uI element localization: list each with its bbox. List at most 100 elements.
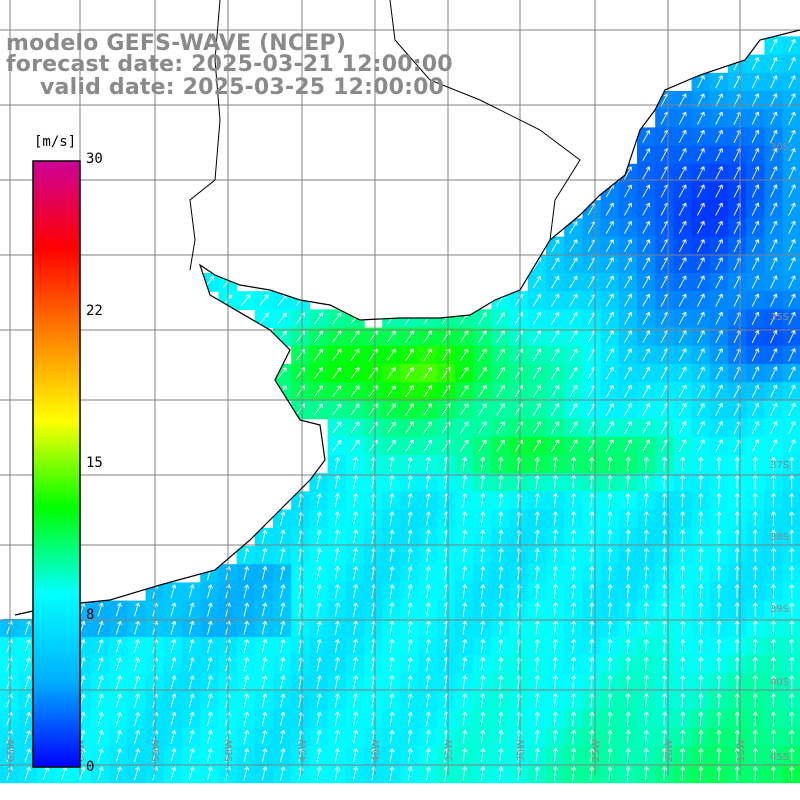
wind-arrow (678, 166, 687, 180)
wind-arrow (188, 584, 195, 599)
wind-arrow (389, 511, 395, 526)
wind-arrow (643, 456, 649, 472)
wind-arrow (462, 729, 468, 745)
wind-arrow (770, 93, 778, 107)
wind-arrow (405, 385, 414, 398)
wind-arrow (386, 348, 396, 361)
wind-arrow (280, 766, 286, 781)
wind-arrow (698, 729, 704, 745)
wind-arrow (462, 638, 468, 654)
wind-arrow (332, 385, 342, 398)
wind-arrow (334, 456, 340, 472)
wind-arrow (532, 421, 542, 434)
wind-arrow (680, 511, 686, 526)
wind-arrow (496, 384, 505, 398)
wind-arrow (751, 239, 760, 253)
wind-arrow (534, 638, 540, 654)
wind-arrow (462, 547, 468, 563)
wind-arrow (316, 547, 322, 562)
wind-arrow (771, 657, 777, 672)
wind-arrow (334, 493, 340, 508)
wind-arrow (607, 657, 613, 672)
border-path (389, 0, 581, 241)
wind-arrow (752, 693, 758, 708)
wind-arrow (569, 421, 578, 434)
wind-arrow (788, 439, 796, 453)
wind-arrow (624, 184, 632, 198)
wind-arrow (261, 638, 268, 654)
wind-arrow (715, 220, 723, 234)
wind-arrow (642, 202, 651, 216)
wind-arrow (625, 566, 631, 581)
wind-arrow (771, 675, 777, 690)
wind-arrow (680, 766, 686, 781)
wind-arrow (605, 275, 614, 289)
wind-arrow (386, 421, 396, 434)
wind-arrow (280, 638, 286, 654)
wind-arrow (771, 766, 777, 781)
wind-arrow (334, 638, 340, 654)
wind-arrow (316, 729, 322, 744)
colorbar-tick-15: 15 (86, 455, 103, 471)
wind-arrow (624, 348, 632, 362)
wind-arrow (316, 711, 322, 726)
title-valid-date: valid date: 2025-03-25 12:00:00 (40, 75, 445, 100)
wind-arrow (389, 711, 395, 726)
wind-arrow (334, 675, 340, 690)
wind-arrow (625, 475, 631, 490)
wind-arrow (569, 312, 578, 325)
wind-arrow (662, 566, 668, 581)
wind-arrow (134, 675, 141, 690)
wind-arrow (551, 330, 560, 343)
wind-arrow (789, 675, 795, 690)
wind-arrow (716, 566, 722, 581)
wind-arrow (496, 366, 505, 380)
wind-arrow (170, 602, 177, 617)
wind-arrow (553, 620, 559, 635)
wind-arrow (240, 294, 251, 307)
wind-arrow (332, 403, 342, 416)
wind-arrow (751, 275, 760, 289)
wind-arrow (534, 729, 540, 745)
wind-arrow (496, 439, 505, 453)
wind-arrow (553, 638, 559, 654)
wind-arrow (771, 620, 777, 635)
wind-arrow (280, 529, 286, 544)
wind-arrow (425, 766, 431, 781)
wind-arrow (280, 584, 286, 599)
wind-arrow (678, 202, 687, 216)
wind-arrow (551, 403, 560, 416)
wind-arrow (425, 547, 431, 563)
wind-arrow (662, 529, 668, 544)
wind-arrow (751, 257, 760, 271)
wind-arrow (789, 620, 795, 635)
lon-label: 45W (298, 739, 309, 762)
wind-arrow (624, 384, 632, 398)
wind-arrow (553, 693, 559, 708)
wind-arrow (480, 475, 486, 490)
wind-arrow (389, 475, 395, 490)
wind-arrow (589, 748, 595, 763)
wind-arrow (462, 620, 468, 635)
wind-arrow (571, 693, 577, 708)
wind-arrow (788, 348, 796, 362)
wind-arrow (716, 729, 722, 745)
wind-arrow (407, 456, 413, 472)
wind-arrow (716, 511, 722, 526)
wind-arrow (643, 748, 649, 763)
wind-arrow (607, 711, 613, 726)
wind-arrow (643, 766, 649, 781)
wind-arrow (534, 657, 540, 672)
wind-arrow (715, 166, 723, 180)
wind-arrow (478, 384, 487, 398)
wind-arrow (316, 493, 322, 508)
wind-arrow (605, 257, 614, 271)
wind-arrow (752, 638, 758, 654)
wind-arrow (425, 675, 431, 690)
wind-arrow (407, 620, 413, 635)
wind-arrow (261, 711, 268, 726)
lat-label: 35S (770, 312, 789, 323)
wind-arrow (243, 584, 250, 599)
wind-arrow (480, 711, 486, 726)
